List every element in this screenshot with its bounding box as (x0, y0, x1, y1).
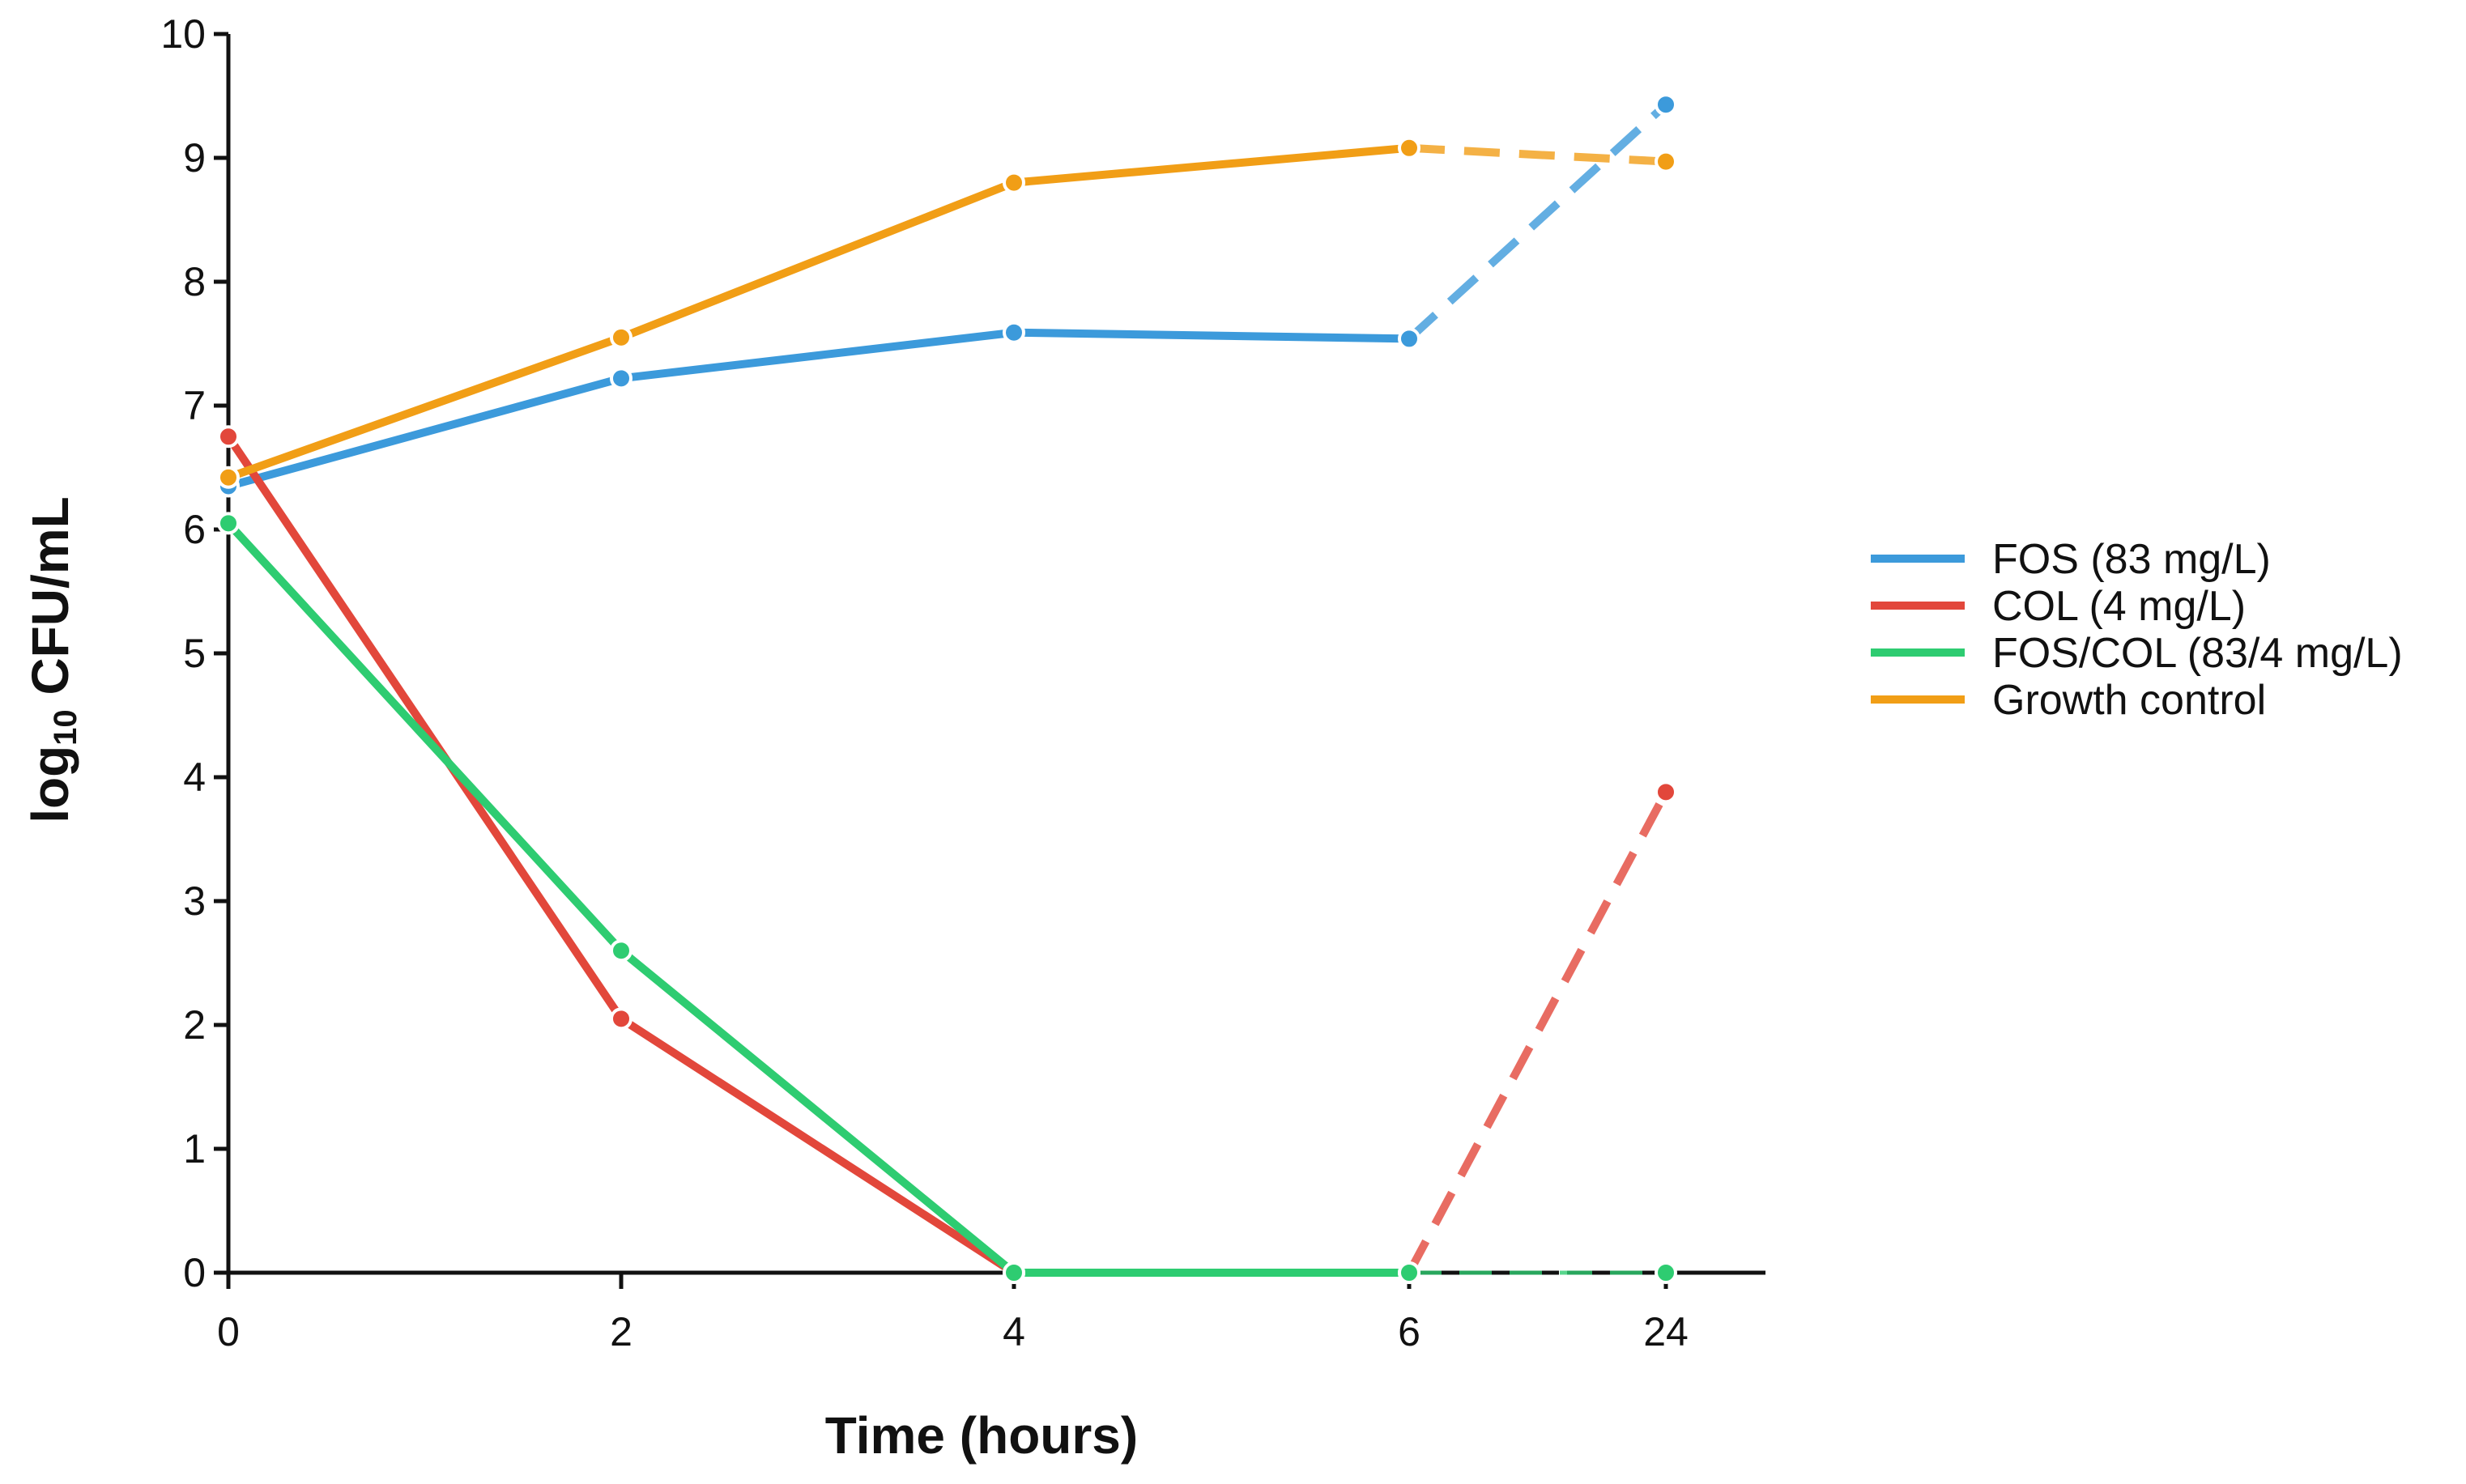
legend: FOS (83 mg/L)COL (4 mg/L)FOS/COL (83/4 m… (1871, 536, 2403, 724)
x-tick-label: 0 (217, 1309, 240, 1354)
data-point-fos-col-83-4-mg-l (610, 939, 632, 963)
series-line-col-4-mg-l (224, 432, 1413, 1277)
legend-label: Growth control (1992, 677, 2266, 724)
y-tick-label: 5 (183, 631, 206, 676)
y-tick-label: 2 (183, 1002, 206, 1048)
y-tick-label: 10 (160, 11, 206, 57)
x-tick-label: 2 (610, 1309, 632, 1354)
data-point-fos-col-83-4-mg-l (1003, 1261, 1025, 1284)
series-line-dashed-fos-83-mg-l (1406, 101, 1669, 342)
y-tick-label: 1 (183, 1126, 206, 1171)
data-point-fos-col-83-4-mg-l (1655, 1261, 1677, 1284)
series-line-growth-control (224, 143, 1413, 482)
data-point-growth-control (1655, 150, 1677, 173)
y-axis-title: log10 CFU/mL (21, 496, 83, 823)
data-point-col-4-mg-l (610, 1007, 632, 1031)
series-line-dashed-growth-control (1408, 143, 1667, 166)
y-tick-label: 3 (183, 878, 206, 924)
legend-label: FOS (83 mg/L) (1992, 536, 2271, 583)
data-point-fos-83-mg-l (610, 367, 632, 390)
data-point-fos-col-83-4-mg-l (217, 512, 240, 535)
data-point-col-4-mg-l (1655, 780, 1677, 804)
y-axis-title-main: log (21, 746, 79, 823)
series-layer (217, 93, 1677, 1284)
data-point-fos-83-mg-l (1398, 327, 1420, 351)
x-tick-label: 4 (1003, 1309, 1025, 1354)
data-point-fos-83-mg-l (1003, 321, 1025, 344)
data-point-fos-col-83-4-mg-l (1398, 1261, 1420, 1284)
series-line-fos-83-mg-l (224, 328, 1413, 491)
y-tick-label: 6 (183, 507, 206, 552)
x-tick-label: 6 (1398, 1309, 1420, 1354)
series-line-dashed-col-4-mg-l (1405, 790, 1670, 1275)
y-tick-label: 9 (183, 135, 206, 181)
data-point-col-4-mg-l (217, 425, 240, 449)
y-tick-label: 7 (183, 383, 206, 428)
y-axis-title-subscript: 10 (48, 709, 83, 746)
series-line-fos-col-83-4-mg-l (224, 519, 1413, 1277)
y-axis-title-rest: CFU/mL (21, 496, 79, 709)
data-point-growth-control (217, 466, 240, 489)
legend-label: FOS/COL (83/4 mg/L) (1992, 630, 2403, 677)
legend-label: COL (4 mg/L) (1992, 583, 2246, 630)
x-tick-label: 24 (1643, 1309, 1689, 1354)
data-point-growth-control (610, 325, 632, 349)
y-tick-label: 8 (183, 259, 206, 304)
data-point-fos-83-mg-l (1655, 93, 1677, 117)
data-point-growth-control (1003, 171, 1025, 194)
x-axis-title: Time (hours) (825, 1406, 1138, 1465)
y-tick-label: 4 (183, 755, 206, 800)
data-point-growth-control (1398, 136, 1420, 159)
y-tick-label: 0 (183, 1250, 206, 1295)
